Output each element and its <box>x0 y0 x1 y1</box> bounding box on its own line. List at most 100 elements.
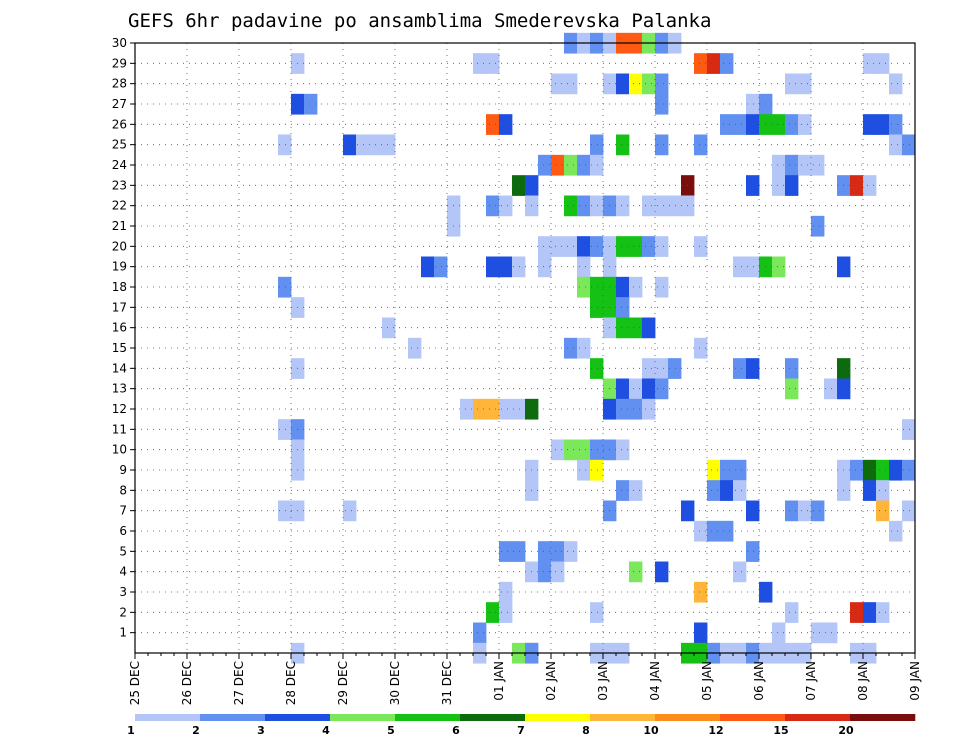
y-tick-label: 18 <box>112 280 127 294</box>
legend-label: 7 <box>517 724 525 737</box>
heatmap-cell <box>694 581 708 603</box>
heatmap-cell <box>642 378 656 400</box>
heatmap-cell <box>577 276 591 298</box>
y-tick-label: 16 <box>112 321 127 335</box>
heatmap-cell <box>824 378 838 400</box>
heatmap-cell <box>512 541 526 562</box>
x-tick-label: 29 DEC <box>336 661 350 705</box>
heatmap-cell <box>434 256 448 278</box>
heatmap-cell <box>564 541 578 562</box>
heatmap-cell <box>798 500 812 522</box>
legend-label: 20 <box>838 724 854 737</box>
y-tick-label: 5 <box>119 544 127 558</box>
heatmap-cell <box>382 317 396 339</box>
heatmap-cell <box>473 398 487 420</box>
legend-color-swatch <box>655 714 721 721</box>
heatmap-cell <box>616 236 630 257</box>
heatmap-cell <box>577 154 591 176</box>
heatmap-cell <box>694 337 708 359</box>
legend-color-swatch <box>265 714 331 721</box>
heatmap-cell <box>889 114 903 135</box>
heatmap-cell <box>642 398 656 420</box>
heatmap-cell <box>785 602 799 623</box>
heatmap-cell <box>655 134 669 156</box>
heatmap-cell <box>512 175 526 196</box>
heatmap-cell <box>629 561 643 583</box>
heatmap-cell <box>746 175 760 196</box>
legend-color-swatch <box>590 714 656 721</box>
y-tick-label: 7 <box>119 504 127 518</box>
heatmap-cell <box>616 439 630 461</box>
heatmap-cell <box>772 114 786 135</box>
x-tick-label: 07 JAN <box>804 661 818 701</box>
heatmap-cell <box>616 480 630 501</box>
heatmap-cell <box>551 541 565 562</box>
heatmap-cell <box>785 154 799 176</box>
y-tick-label: 23 <box>112 178 127 192</box>
legend-label: 6 <box>452 724 460 737</box>
legend-label: 5 <box>387 724 395 737</box>
legend-color-swatch <box>395 714 461 721</box>
heatmap-cell <box>655 276 669 298</box>
y-tick-label: 22 <box>112 199 127 213</box>
heatmap-cell <box>785 114 799 135</box>
y-tick-label: 27 <box>112 97 127 111</box>
heatmap-cell <box>460 398 474 420</box>
heatmap-cell <box>564 236 578 257</box>
color-legend: 1 2 3 4 5 6 7 8 10 12 15 20 <box>127 714 916 737</box>
heatmap-cell <box>694 622 708 644</box>
x-tick-label: 06 JAN <box>752 661 766 701</box>
heatmap-cell <box>616 398 630 420</box>
heatmap-cell <box>642 358 656 379</box>
heatmap-cell <box>551 73 565 95</box>
heatmap-cell <box>733 459 747 481</box>
x-tick-label: 05 JAN <box>700 661 714 701</box>
heatmap-cell <box>655 358 669 379</box>
y-tick-label: 12 <box>112 402 127 416</box>
heatmap-cell <box>850 459 864 481</box>
heatmap-cell <box>551 561 565 583</box>
heatmap-cell <box>499 581 513 603</box>
heatmap-cell <box>590 134 604 156</box>
heatmap-cell <box>538 541 552 562</box>
heatmap-cell <box>590 297 604 318</box>
heatmap-cell <box>343 500 357 522</box>
heatmap-cell <box>642 73 656 95</box>
heatmap-cell <box>902 134 916 156</box>
heatmap-cell <box>278 276 292 298</box>
x-tick-label: 04 JAN <box>648 661 662 701</box>
x-tick-label: 31 DEC <box>440 661 454 705</box>
heatmap-cell <box>863 175 877 196</box>
y-tick-label: 20 <box>112 239 127 253</box>
heatmap-cell <box>642 317 656 339</box>
heatmap-cell <box>590 236 604 257</box>
heatmap-cell <box>798 154 812 176</box>
y-axis-ticks: 1234567891011121314151617181920212223242… <box>112 36 135 640</box>
heatmap-cell <box>499 256 513 278</box>
heatmap-cell <box>642 195 656 217</box>
heatmap-cell <box>785 358 799 379</box>
heatmap-cell <box>577 337 591 359</box>
legend-color-swatch <box>720 714 786 721</box>
heatmap-cell <box>486 114 500 135</box>
y-tick-label: 17 <box>112 300 127 314</box>
heatmap-cell <box>889 73 903 95</box>
y-tick-label: 21 <box>112 219 127 233</box>
heatmap-cell <box>876 53 890 74</box>
heatmap-cell <box>733 561 747 583</box>
heatmap-cell <box>590 439 604 461</box>
heatmap-cell <box>889 520 903 542</box>
heatmap-cell <box>616 73 630 95</box>
heatmap-cell <box>278 500 292 522</box>
heatmap-cell <box>629 317 643 339</box>
heatmap-cell <box>746 541 760 562</box>
heatmap-cell <box>720 459 734 481</box>
y-tick-label: 3 <box>119 585 127 599</box>
y-tick-label: 10 <box>112 443 127 457</box>
heatmap-cell <box>551 439 565 461</box>
heatmap-cell <box>746 114 760 135</box>
heatmap-cell <box>902 500 916 522</box>
heatmap-cell <box>499 602 513 623</box>
heatmap-cell <box>811 154 825 176</box>
